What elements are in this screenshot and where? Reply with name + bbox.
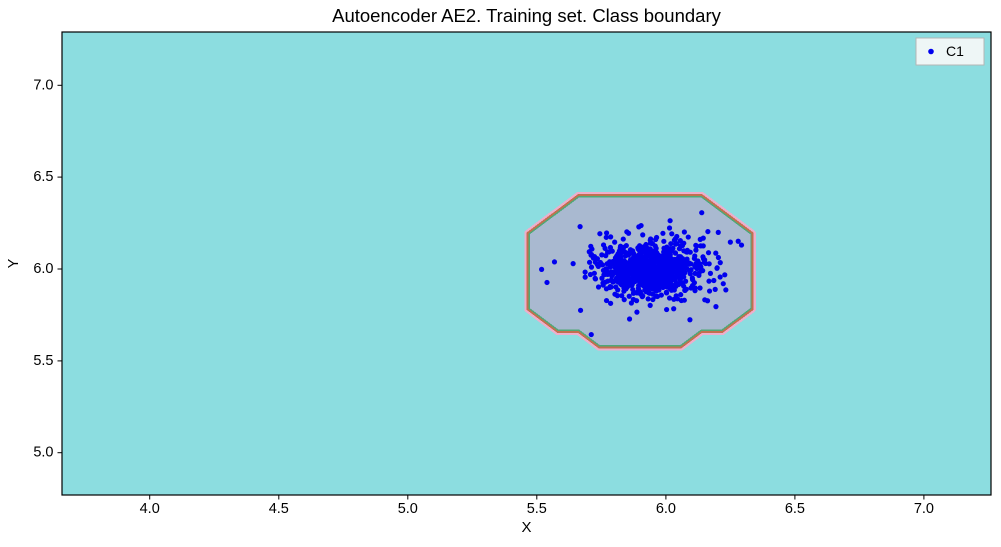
svg-text:Autoencoder AE2. Training set.: Autoencoder AE2. Training set. Class bou… <box>332 5 721 26</box>
svg-text:5.5: 5.5 <box>33 353 53 369</box>
svg-text:5.0: 5.0 <box>33 445 53 461</box>
svg-text:4.0: 4.0 <box>140 501 160 517</box>
svg-text:6.0: 6.0 <box>656 501 676 517</box>
svg-text:5.0: 5.0 <box>398 501 418 517</box>
svg-text:7.0: 7.0 <box>33 77 53 93</box>
svg-text:X: X <box>521 519 531 536</box>
svg-text:6.5: 6.5 <box>33 169 53 185</box>
svg-text:6.5: 6.5 <box>785 501 805 517</box>
svg-text:7.0: 7.0 <box>914 501 934 517</box>
svg-text:5.5: 5.5 <box>527 501 547 517</box>
svg-text:4.5: 4.5 <box>269 501 289 517</box>
svg-text:Y: Y <box>6 258 22 268</box>
svg-text:C1: C1 <box>946 43 964 59</box>
svg-text:6.0: 6.0 <box>33 261 53 277</box>
